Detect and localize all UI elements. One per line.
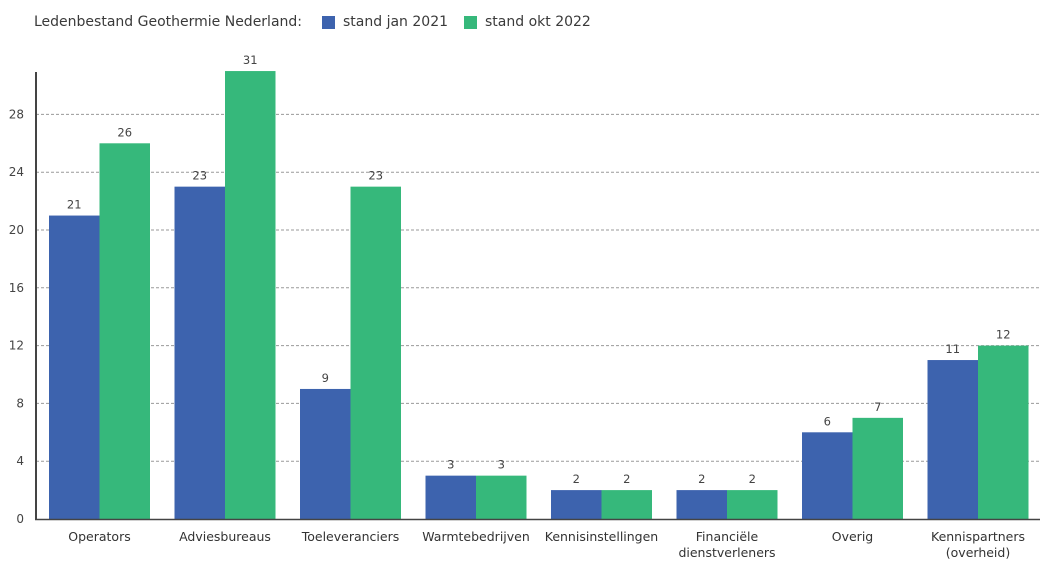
bar-series-2: [978, 345, 1029, 519]
y-tick-label: 24: [9, 165, 24, 179]
bar-series-1: [49, 215, 100, 520]
legend-label-series-2: stand okt 2022: [485, 14, 591, 30]
data-label: 26: [117, 125, 132, 139]
y-tick-label: 4: [16, 454, 24, 468]
bar-series-2: [601, 490, 652, 519]
y-tick-label: 20: [9, 223, 24, 237]
bar-series-2: [225, 71, 276, 520]
x-tick-label: Operators: [68, 529, 130, 544]
data-label: 6: [824, 414, 831, 428]
bar-series-1: [676, 490, 727, 519]
y-tick-label: 8: [16, 396, 24, 410]
bar-series-1: [802, 432, 853, 519]
data-label: 2: [623, 472, 630, 486]
x-tick-label: Kennispartners (overheid): [931, 529, 1025, 560]
data-label: 12: [996, 328, 1011, 342]
legend-title: Ledenbestand Geothermie Nederland:: [34, 14, 303, 30]
bar-series-1: [174, 186, 225, 519]
data-label: 11: [945, 342, 960, 356]
legend-label-series-1: stand jan 2021: [343, 14, 449, 30]
bar-series-2: [852, 417, 903, 519]
data-label: 23: [368, 169, 383, 183]
x-tick-label: Adviesbureaus: [179, 529, 271, 544]
bar-series-2: [476, 475, 527, 519]
data-label: 31: [243, 53, 258, 67]
data-label: 23: [192, 169, 207, 183]
bar-series-1: [425, 475, 476, 519]
x-tick-label: Overig: [832, 529, 873, 544]
bar-series-2: [99, 143, 150, 520]
y-tick-label: 16: [9, 281, 24, 295]
legend-swatch-series-1: [322, 15, 336, 29]
y-tick-label: 0: [16, 512, 24, 526]
data-label: 7: [874, 400, 881, 414]
chart-legend: Ledenbestand Geothermie Nederland: stand…: [34, 12, 607, 32]
data-label: 2: [749, 472, 756, 486]
x-tick-label: Kennisinstellingen: [545, 529, 658, 544]
data-label: 2: [698, 472, 705, 486]
bar-series-2: [350, 186, 401, 519]
bar-series-1: [927, 360, 978, 519]
bar-series-1: [551, 490, 602, 519]
x-tick-label: Warmtebedrijven: [422, 529, 530, 544]
legend-item-series-1: stand jan 2021: [322, 14, 448, 30]
y-tick-label: 12: [9, 339, 24, 353]
legend-swatch-series-2: [464, 15, 478, 29]
data-label: 21: [67, 198, 82, 212]
bar-series-2: [727, 490, 778, 519]
legend-item-series-2: stand okt 2022: [464, 14, 591, 30]
data-label: 2: [573, 472, 580, 486]
y-tick-label: 28: [9, 107, 24, 121]
bar-series-1: [300, 388, 351, 519]
x-tick-label: Financiële dienstverleners: [678, 529, 775, 560]
x-tick-label: Toeleveranciers: [301, 529, 400, 544]
data-label: 3: [498, 458, 505, 472]
data-label: 3: [447, 458, 454, 472]
data-label: 9: [322, 371, 329, 385]
